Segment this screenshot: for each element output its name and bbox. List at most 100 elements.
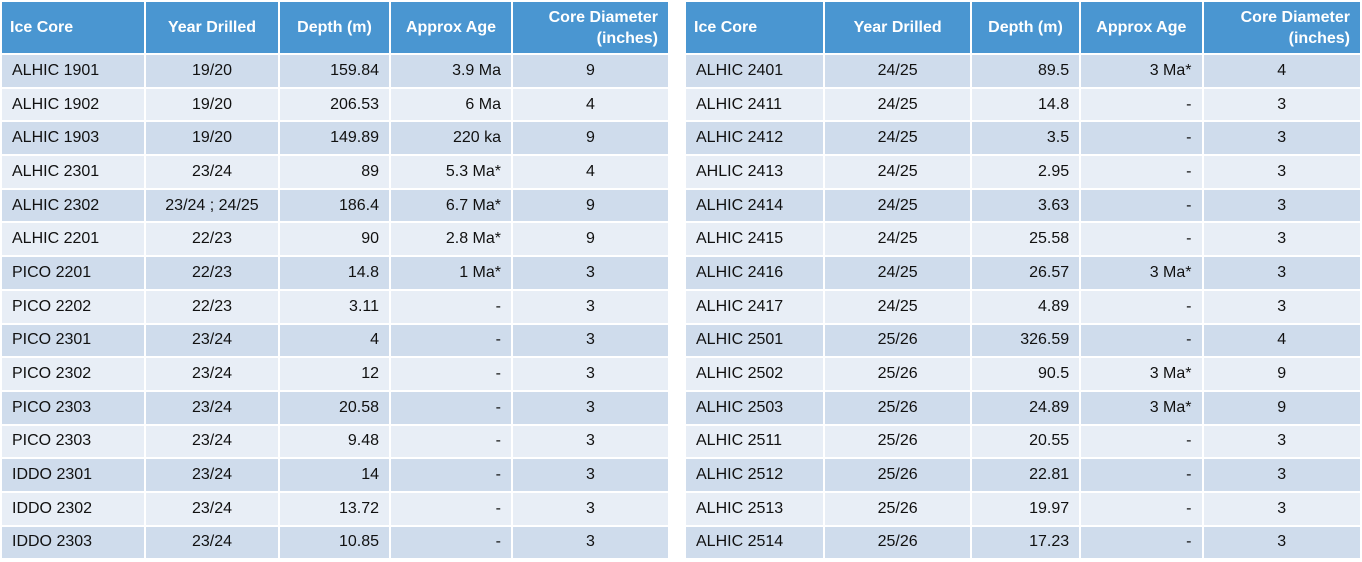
- cell-year-drilled: 23/24: [146, 324, 278, 357]
- cell-core-diameter: 3: [513, 391, 668, 424]
- cell-year-drilled: 23/24: [146, 425, 278, 458]
- table-row: ALHIC 2502 25/26 90.5 3 Ma* 9: [686, 358, 1360, 390]
- header-depth: Depth (m): [280, 2, 389, 53]
- cell-core-diameter: 3: [1203, 88, 1360, 121]
- cell-core-diameter: 3: [513, 459, 668, 491]
- cell-approx-age: -: [1081, 189, 1202, 222]
- cell-ice-core: PICO 2303: [2, 391, 144, 424]
- cell-depth: 326.59: [971, 324, 1080, 357]
- cell-year-drilled: 23/24: [146, 156, 278, 188]
- cell-depth: 206.53: [280, 88, 389, 121]
- cell-approx-age: -: [1081, 526, 1202, 559]
- table-row: ALHIC 2411 24/25 14.8-3: [686, 88, 1360, 121]
- header-core-diameter: Core Diameter (inches): [513, 2, 668, 53]
- cell-core-diameter: 3: [513, 425, 668, 458]
- cell-year-drilled: 22/23: [146, 290, 278, 323]
- cell-depth: 12: [280, 358, 389, 390]
- header-approx-age: Approx Age: [391, 2, 511, 53]
- cell-approx-age: 3 Ma*: [1081, 55, 1202, 87]
- header-ice-core: Ice Core: [2, 2, 144, 53]
- cell-core-diameter: 3: [513, 290, 668, 323]
- cell-year-drilled: 23/24: [146, 391, 278, 424]
- cell-depth: 2.95: [971, 156, 1080, 188]
- table-row: IDDO 2302 23/24 13.72-3: [2, 492, 668, 525]
- cell-depth: 186.4: [280, 189, 389, 222]
- cell-core-diameter: 3: [1203, 257, 1360, 289]
- table-row: PICO 2202 22/23 3.11-3: [2, 290, 668, 323]
- table-row: ALHIC 2417 24/25 4.89-3: [686, 290, 1360, 323]
- table-row: ALHIC 2512 25/26 22.81-3: [686, 459, 1360, 491]
- header-core-diameter-line1: Core Diameter: [1240, 8, 1350, 26]
- table-row: ALHIC 2414 24/25 3.63-3: [686, 189, 1360, 222]
- cell-ice-core: ALHIC 2503: [686, 391, 824, 424]
- cell-year-drilled: 23/24: [146, 526, 278, 559]
- cell-approx-age: -: [1081, 492, 1202, 525]
- cell-core-diameter: 9: [513, 122, 668, 155]
- table-row: ALHIC 2503 25/26 24.89 3 Ma* 9: [686, 391, 1360, 424]
- cell-approx-age: 2.8 Ma*: [391, 223, 511, 256]
- cell-year-drilled: 23/24: [146, 459, 278, 491]
- cell-ice-core: PICO 2303: [2, 425, 144, 458]
- table-row: ALHIC 2511 25/26 20.55-3: [686, 425, 1360, 458]
- cell-approx-age: 1 Ma*: [391, 257, 511, 289]
- cell-core-diameter: 3: [1203, 290, 1360, 323]
- cell-depth: 3.63: [971, 189, 1080, 222]
- table-row: ALHIC 2514 25/26 17.23-3: [686, 526, 1360, 559]
- table-row: IDDO 2301 23/24 14-3: [2, 459, 668, 491]
- cell-ice-core: ALHIC 2201: [2, 223, 144, 256]
- cell-depth: 3.5: [971, 122, 1080, 155]
- header-core-diameter-line2: (inches): [1288, 29, 1350, 47]
- cell-ice-core: ALHIC 2513: [686, 492, 824, 525]
- header-ice-core: Ice Core: [686, 2, 824, 53]
- cell-year-drilled: 25/26: [825, 324, 970, 357]
- cell-year-drilled: 25/26: [825, 492, 970, 525]
- table-row: ALHIC 2401 24/25 89.5 3 Ma* 4: [686, 55, 1360, 87]
- cell-ice-core: ALHIC 2411: [686, 88, 824, 121]
- cell-approx-age: 220 ka: [391, 122, 511, 155]
- cell-core-diameter: 3: [513, 358, 668, 390]
- table-row: PICO 2201 22/23 14.8 1 Ma* 3: [2, 257, 668, 289]
- header-core-diameter-line2: (inches): [596, 29, 658, 47]
- header-depth: Depth (m): [971, 2, 1080, 53]
- cell-depth: 4: [280, 324, 389, 357]
- cell-year-drilled: 23/24: [146, 358, 278, 390]
- cell-year-drilled: 24/25: [825, 189, 970, 222]
- cell-core-diameter: 3: [1203, 425, 1360, 458]
- cell-depth: 3.11: [280, 290, 389, 323]
- header-core-diameter-line1: Core Diameter: [548, 8, 658, 26]
- cell-core-diameter: 3: [1203, 492, 1360, 525]
- cell-core-diameter: 3: [1203, 156, 1360, 188]
- cell-core-diameter: 3: [1203, 459, 1360, 491]
- cell-approx-age: -: [391, 526, 511, 559]
- cell-approx-age: -: [391, 492, 511, 525]
- table-row: ALHIC 2416 24/25 26.57 3 Ma* 3: [686, 257, 1360, 289]
- cell-year-drilled: 24/25: [825, 223, 970, 256]
- table-row: PICO 2303 23/24 9.48-3: [2, 425, 668, 458]
- cell-approx-age: 5.3 Ma*: [391, 156, 511, 188]
- cell-ice-core: ALHIC 2302: [2, 189, 144, 222]
- cell-ice-core: ALHIC 2511: [686, 425, 824, 458]
- cell-approx-age: -: [391, 290, 511, 323]
- cell-approx-age: -: [1081, 324, 1202, 357]
- cell-ice-core: IDDO 2303: [2, 526, 144, 559]
- cell-approx-age: -: [1081, 156, 1202, 188]
- cell-core-diameter: 4: [513, 88, 668, 121]
- cell-ice-core: ALHIC 2417: [686, 290, 824, 323]
- cell-year-drilled: 25/26: [825, 425, 970, 458]
- header-row: Ice Core Year Drilled Depth (m) Approx A…: [686, 2, 1360, 53]
- table-row: PICO 2301 23/24 4-3: [2, 324, 668, 357]
- cell-approx-age: -: [391, 391, 511, 424]
- cell-year-drilled: 19/20: [146, 55, 278, 87]
- cell-year-drilled: 23/24 ; 24/25: [146, 189, 278, 222]
- cell-core-diameter: 9: [513, 223, 668, 256]
- cell-year-drilled: 24/25: [825, 290, 970, 323]
- cell-ice-core: PICO 2201: [2, 257, 144, 289]
- cell-depth: 14: [280, 459, 389, 491]
- cell-year-drilled: 25/26: [825, 391, 970, 424]
- cell-core-diameter: 9: [513, 55, 668, 87]
- cell-ice-core: ALHIC 1902: [2, 88, 144, 121]
- cell-depth: 19.97: [971, 492, 1080, 525]
- cell-core-diameter: 3: [513, 324, 668, 357]
- ice-core-table-left: Ice Core Year Drilled Depth (m) Approx A…: [0, 0, 670, 560]
- cell-depth: 25.58: [971, 223, 1080, 256]
